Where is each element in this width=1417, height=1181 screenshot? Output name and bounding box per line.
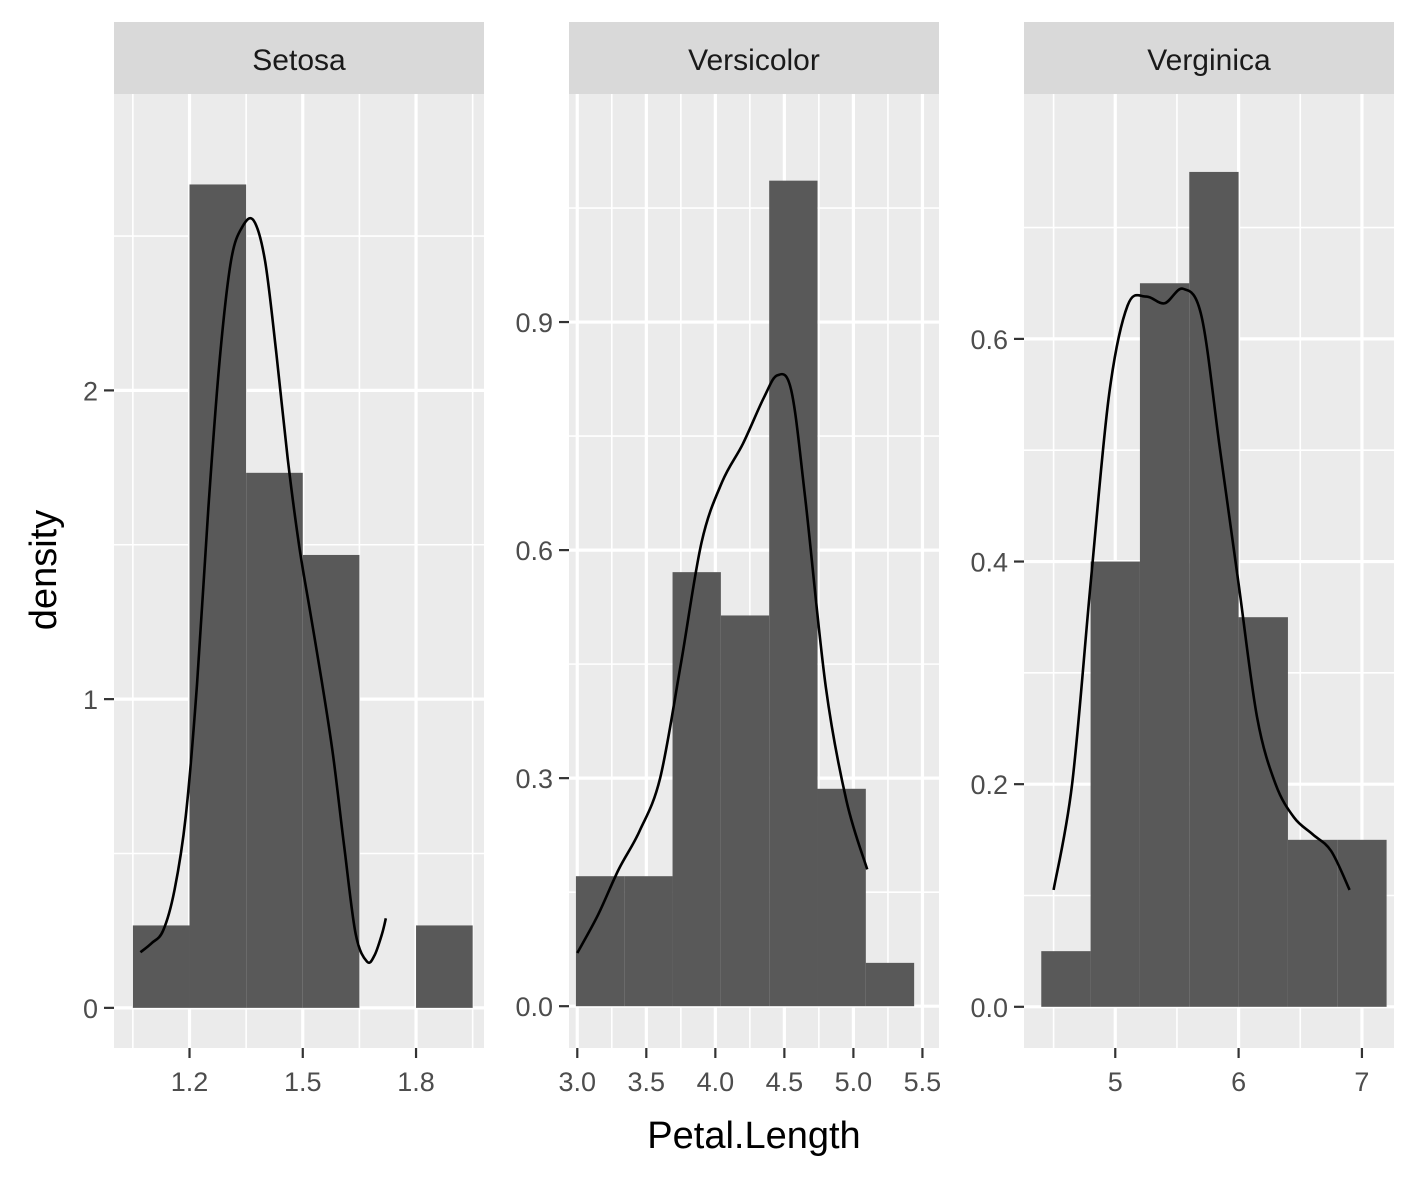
y-tick-label: 0.6 <box>515 536 553 566</box>
x-tick-label: 3.5 <box>628 1067 666 1097</box>
facet-strip-label: Verginica <box>1147 44 1271 77</box>
x-tick-label: 5.5 <box>904 1067 942 1097</box>
y-tick-label: 0.9 <box>515 308 553 338</box>
histogram-bar <box>1189 171 1239 1007</box>
facet-strip <box>569 22 939 94</box>
y-axis-title: density <box>23 510 65 630</box>
y-tick-label: 0.4 <box>970 548 1008 578</box>
histogram-bar <box>769 180 818 1007</box>
histogram-bar <box>416 925 473 1008</box>
histogram-bar <box>1041 951 1091 1007</box>
histogram-bar <box>132 925 190 1008</box>
facet-strip <box>114 22 484 94</box>
facet-strip-label: Setosa <box>252 44 346 77</box>
facet-panel-versicolor: Versicolor 0.0 0.3 0.6 0.9 3.0 3.5 4.0 4.5 5.0 5.5 <box>515 22 941 1097</box>
density-curve <box>1052 287 1351 891</box>
x-tick-label: 1.8 <box>397 1067 435 1097</box>
y-tick-label: 0.0 <box>515 992 553 1022</box>
histogram-bar <box>1238 617 1288 1007</box>
histogram-bar <box>1337 839 1387 1007</box>
x-axis-title: Petal.Length <box>647 1115 860 1157</box>
histogram-bar <box>720 615 770 1007</box>
y-tick-label: 0.6 <box>970 325 1008 355</box>
density-curve <box>139 216 388 965</box>
y-tick-label: 2 <box>83 376 98 406</box>
histogram-bar <box>246 472 303 1008</box>
histogram-bar <box>1287 839 1338 1007</box>
y-tick-label: 1 <box>83 685 98 715</box>
facet-strip-label: Versicolor <box>688 44 820 77</box>
histogram-bar <box>189 184 247 1008</box>
x-tick-label: 3.0 <box>559 1067 597 1097</box>
histogram-bar <box>817 788 866 1007</box>
x-tick-label: 7 <box>1354 1067 1369 1097</box>
x-tick-label: 4.0 <box>697 1067 735 1097</box>
x-tick-label: 1.5 <box>284 1067 322 1097</box>
facet-panel-verginica: Verginica 0.0 0.2 0.4 0.6 5 6 7 <box>970 22 1394 1097</box>
y-tick-label: 0 <box>83 994 98 1024</box>
density-curve <box>576 372 869 954</box>
histogram-bar <box>865 962 915 1007</box>
facet-strip <box>1024 22 1394 94</box>
x-tick-label: 4.5 <box>766 1067 804 1097</box>
x-tick-label: 5 <box>1108 1067 1123 1097</box>
histogram-bar <box>624 876 673 1007</box>
x-tick-label: 5.0 <box>835 1067 873 1097</box>
histogram-bar <box>672 572 721 1007</box>
facet-panel-setosa: Setosa 0 1 2 1.2 1.5 1.8 <box>83 22 484 1097</box>
y-tick-label: 0.2 <box>970 770 1008 800</box>
x-tick-label: 1.2 <box>171 1067 209 1097</box>
histogram-bar <box>1090 561 1140 1007</box>
x-tick-label: 6 <box>1231 1067 1246 1097</box>
y-tick-label: 0.0 <box>970 993 1008 1023</box>
y-tick-label: 0.3 <box>515 764 553 794</box>
histogram-bar <box>1139 283 1190 1007</box>
